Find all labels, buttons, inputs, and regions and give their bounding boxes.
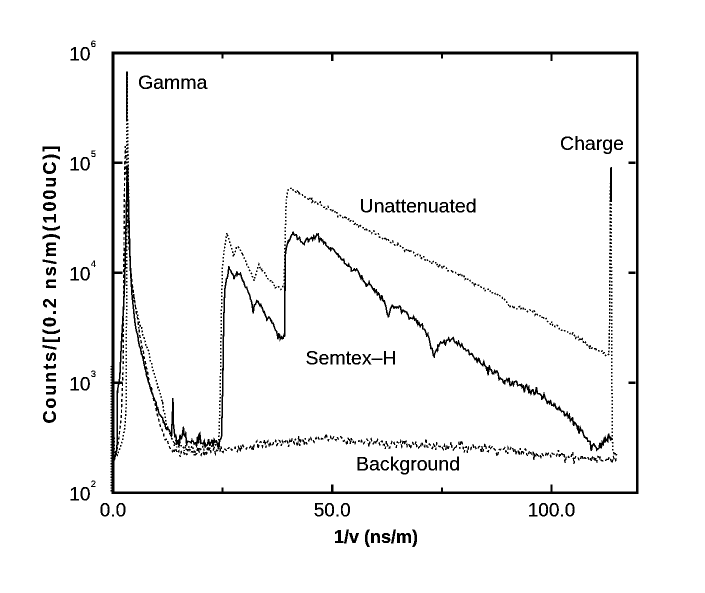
svg-text:Unattenuated: Unattenuated [360, 196, 477, 218]
svg-text:4: 4 [91, 259, 96, 270]
svg-text:10: 10 [69, 374, 90, 395]
svg-text:Charge: Charge [560, 133, 624, 155]
svg-text:6: 6 [91, 39, 96, 50]
svg-text:Background: Background [356, 453, 460, 475]
svg-text:Gamma: Gamma [138, 72, 208, 94]
svg-text:5: 5 [91, 149, 96, 160]
svg-text:10: 10 [69, 264, 90, 285]
svg-text:10: 10 [69, 154, 90, 175]
svg-text:Counts/[(0.2 ns/m)(100uC)]: Counts/[(0.2 ns/m)(100uC)] [40, 144, 60, 424]
svg-text:3: 3 [91, 369, 96, 380]
svg-text:0.0: 0.0 [100, 500, 126, 521]
svg-text:10: 10 [69, 484, 90, 505]
svg-text:Semtex–H: Semtex–H [306, 347, 397, 369]
svg-text:2: 2 [91, 479, 96, 490]
svg-text:1/v (ns/m): 1/v (ns/m) [334, 527, 418, 547]
svg-text:10: 10 [69, 44, 90, 65]
svg-text:100.0: 100.0 [528, 500, 576, 521]
svg-text:50.0: 50.0 [314, 500, 351, 521]
